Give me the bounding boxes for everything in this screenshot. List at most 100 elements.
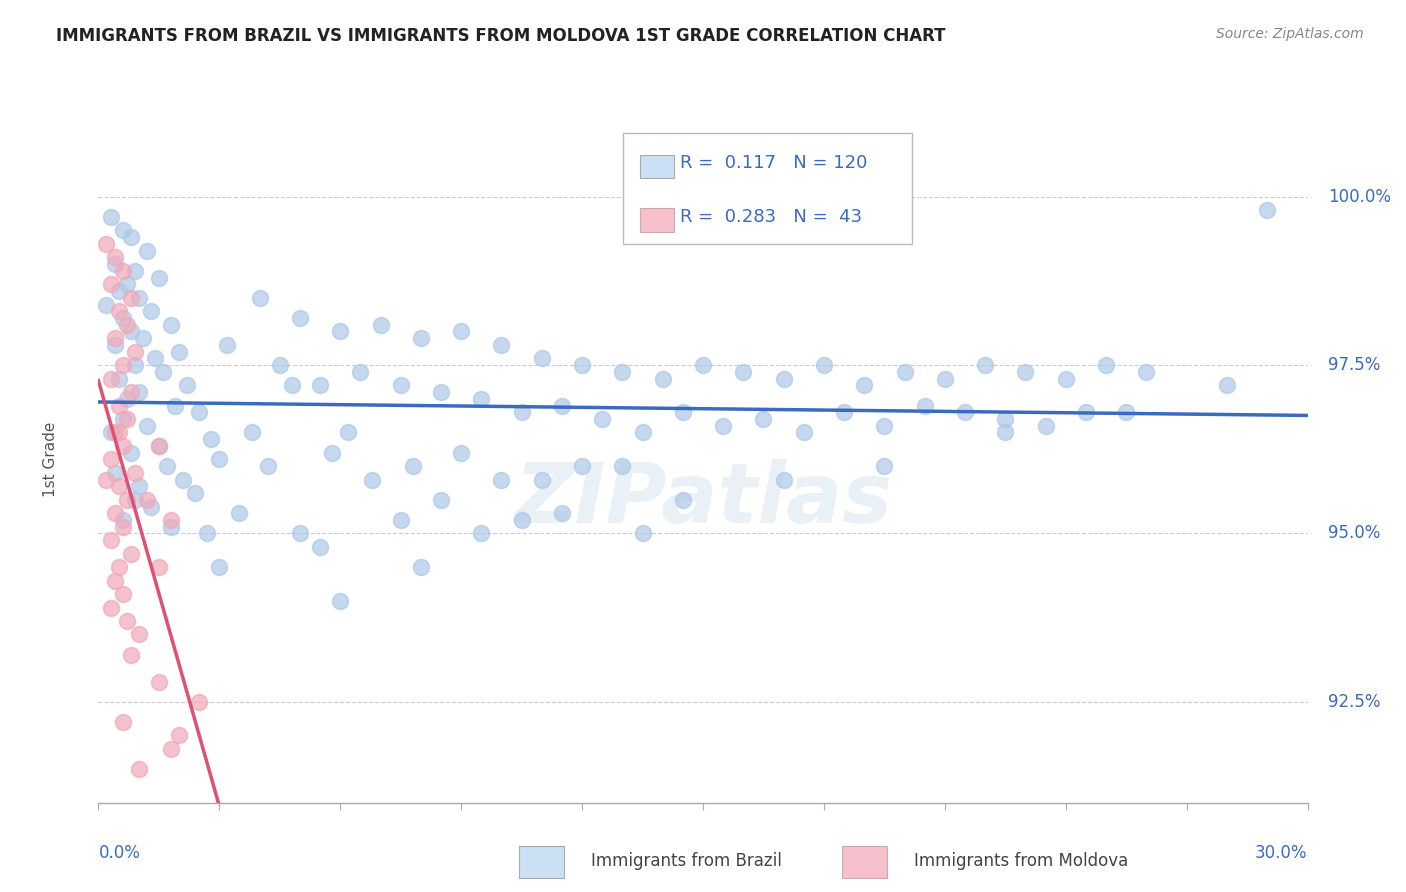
Point <box>111 412 134 426</box>
Text: 0.0%: 0.0% <box>98 844 141 862</box>
Point <box>1115 405 1137 419</box>
Point <box>100 452 122 467</box>
Point <box>156 459 179 474</box>
Point <box>184 486 207 500</box>
Point <box>107 399 129 413</box>
Point <box>100 533 122 548</box>
Point <box>571 459 593 474</box>
Point <box>1095 358 1118 372</box>
Point <box>772 371 794 385</box>
Text: 97.5%: 97.5% <box>1327 356 1381 374</box>
Point <box>914 399 936 413</box>
Point <box>309 378 332 392</box>
Point <box>337 425 360 440</box>
Point <box>1216 378 1239 392</box>
Point <box>111 587 134 601</box>
Point <box>111 358 134 372</box>
Point <box>107 479 129 493</box>
Point <box>120 325 142 339</box>
Point <box>591 412 613 426</box>
Point <box>934 371 956 385</box>
Point <box>470 526 492 541</box>
Point <box>100 277 122 292</box>
Point <box>692 358 714 372</box>
Point <box>430 492 453 507</box>
Point <box>160 742 183 756</box>
Point <box>510 513 533 527</box>
Point <box>853 378 876 392</box>
Point <box>551 506 574 520</box>
Point <box>111 223 134 237</box>
Point <box>651 371 673 385</box>
Point <box>139 500 162 514</box>
Text: 92.5%: 92.5% <box>1327 693 1381 711</box>
Point <box>120 547 142 561</box>
Point <box>195 526 218 541</box>
Point <box>111 519 134 533</box>
Point <box>148 270 170 285</box>
Point <box>111 714 134 729</box>
Point <box>107 304 129 318</box>
Text: 100.0%: 100.0% <box>1327 187 1391 206</box>
Point <box>115 412 138 426</box>
Point <box>103 331 125 345</box>
Point <box>409 331 432 345</box>
Point <box>115 277 138 292</box>
Point <box>167 729 190 743</box>
Point <box>1135 365 1157 379</box>
Text: R =  0.283   N =  43: R = 0.283 N = 43 <box>679 209 862 227</box>
Point <box>208 560 231 574</box>
Point <box>111 513 134 527</box>
Text: ZIPatlas: ZIPatlas <box>515 459 891 541</box>
Point <box>491 473 513 487</box>
Point <box>128 627 150 641</box>
Point <box>793 425 815 440</box>
Point <box>711 418 734 433</box>
Point <box>1074 405 1097 419</box>
Point <box>103 251 125 265</box>
Point <box>128 762 150 776</box>
Point <box>176 378 198 392</box>
Point <box>530 351 553 366</box>
Point <box>672 405 695 419</box>
Point <box>974 358 997 372</box>
Point <box>1035 418 1057 433</box>
Point <box>148 439 170 453</box>
Point <box>249 291 271 305</box>
Text: IMMIGRANTS FROM BRAZIL VS IMMIGRANTS FROM MOLDOVA 1ST GRADE CORRELATION CHART: IMMIGRANTS FROM BRAZIL VS IMMIGRANTS FRO… <box>56 27 946 45</box>
Point <box>752 412 775 426</box>
Point <box>128 385 150 400</box>
Point <box>269 358 291 372</box>
Point <box>115 318 138 332</box>
Point <box>148 674 170 689</box>
Point <box>288 526 311 541</box>
Point <box>96 236 118 251</box>
Point <box>288 310 311 325</box>
Point <box>309 540 332 554</box>
Point <box>349 365 371 379</box>
Point <box>873 459 896 474</box>
Point <box>103 257 125 271</box>
Point <box>430 385 453 400</box>
Point <box>132 331 155 345</box>
Point <box>832 405 855 419</box>
Text: 1st Grade: 1st Grade <box>42 422 58 497</box>
Point <box>813 358 835 372</box>
Point <box>631 425 654 440</box>
Point <box>188 695 211 709</box>
Point <box>672 492 695 507</box>
Point <box>160 318 183 332</box>
Point <box>281 378 304 392</box>
Point <box>135 492 157 507</box>
Point <box>571 358 593 372</box>
Point <box>510 405 533 419</box>
Point <box>994 425 1017 440</box>
Point <box>612 365 634 379</box>
Point <box>1054 371 1077 385</box>
Point <box>612 459 634 474</box>
Point <box>1256 203 1278 218</box>
Point <box>96 297 118 311</box>
Point <box>772 473 794 487</box>
Point <box>370 318 392 332</box>
Point <box>228 506 250 520</box>
